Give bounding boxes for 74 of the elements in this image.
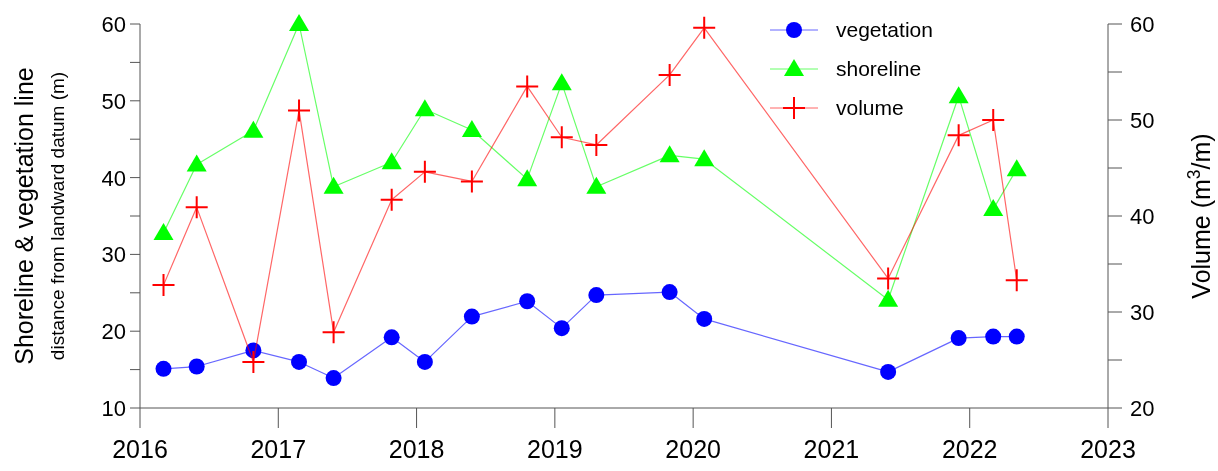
point [985, 328, 1002, 345]
point [245, 342, 262, 359]
point [325, 370, 342, 387]
point [517, 169, 538, 187]
point [588, 287, 605, 304]
point [1008, 328, 1025, 345]
x-tick-label: 2021 [803, 435, 860, 463]
point [242, 350, 265, 373]
y-tick-label: 50 [101, 88, 126, 114]
point [323, 176, 344, 194]
point [152, 274, 175, 297]
x-tick-label: 2017 [250, 435, 307, 463]
point [661, 284, 678, 301]
y-tick-label: 60 [101, 12, 126, 37]
x-tick-label: 2020 [665, 435, 721, 463]
point [186, 154, 207, 172]
point [550, 126, 573, 149]
y2-tick-label: 50 [1130, 108, 1155, 133]
point [155, 360, 172, 377]
point [243, 120, 264, 138]
x-tick-label: 2019 [527, 435, 583, 463]
point [553, 320, 570, 337]
x-tick-label: 2018 [388, 435, 445, 463]
point [878, 289, 899, 307]
point [519, 293, 536, 310]
point [463, 308, 480, 325]
point [693, 16, 716, 39]
legend-label: vegetation [836, 18, 933, 41]
point [414, 99, 435, 117]
y-tick-label: 10 [101, 396, 126, 421]
point [381, 152, 402, 170]
point [188, 358, 205, 375]
point [416, 353, 433, 370]
point [696, 310, 713, 327]
y2-tick-label: 30 [1130, 300, 1155, 325]
point [950, 330, 967, 347]
x-tick-label: 2022 [941, 435, 998, 463]
point [948, 86, 969, 104]
point [1006, 159, 1027, 177]
point [291, 353, 308, 370]
point [586, 176, 607, 194]
point [461, 119, 482, 137]
point [880, 363, 897, 380]
point [1005, 269, 1028, 292]
point [289, 14, 310, 31]
point [694, 149, 715, 167]
point [658, 63, 681, 86]
y2-tick-label: 60 [1130, 12, 1155, 37]
y-tick-label: 30 [101, 242, 126, 268]
point [983, 199, 1004, 217]
point [551, 73, 572, 91]
x-tick-label: 2016 [112, 435, 168, 463]
y-tick-label: 20 [101, 319, 126, 345]
x-tick-label: 2023 [1080, 435, 1136, 463]
point [288, 99, 311, 122]
point [380, 188, 403, 211]
point [659, 145, 680, 163]
point [185, 196, 208, 219]
point [153, 222, 174, 240]
y2-tick-label: 20 [1130, 396, 1155, 421]
point [585, 133, 608, 156]
point [947, 124, 970, 147]
point [383, 329, 400, 346]
y-axis-title: Shoreline & vegetation line distance from landward datum (m) [10, 67, 68, 365]
point [460, 170, 483, 193]
point [322, 321, 345, 344]
point [516, 75, 539, 98]
y2-tick-label: 40 [1130, 204, 1155, 229]
point [877, 267, 900, 290]
legend-label: shoreline [836, 57, 922, 80]
point [982, 109, 1005, 131]
legend-label: volume [836, 96, 904, 119]
point [413, 160, 436, 183]
y-tick-label: 40 [101, 165, 126, 191]
